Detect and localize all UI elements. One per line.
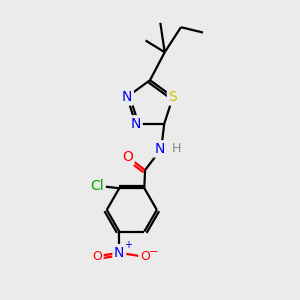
Text: −: − <box>149 247 158 256</box>
Text: O: O <box>140 250 150 263</box>
Text: H: H <box>172 142 181 155</box>
Text: S: S <box>169 90 177 104</box>
Text: N: N <box>122 90 132 104</box>
Text: N: N <box>114 246 124 260</box>
Text: N: N <box>154 142 165 156</box>
Text: O: O <box>92 250 102 263</box>
Text: Cl: Cl <box>90 179 104 193</box>
Text: +: + <box>124 239 131 250</box>
Text: N: N <box>130 117 141 131</box>
Text: O: O <box>122 150 133 164</box>
